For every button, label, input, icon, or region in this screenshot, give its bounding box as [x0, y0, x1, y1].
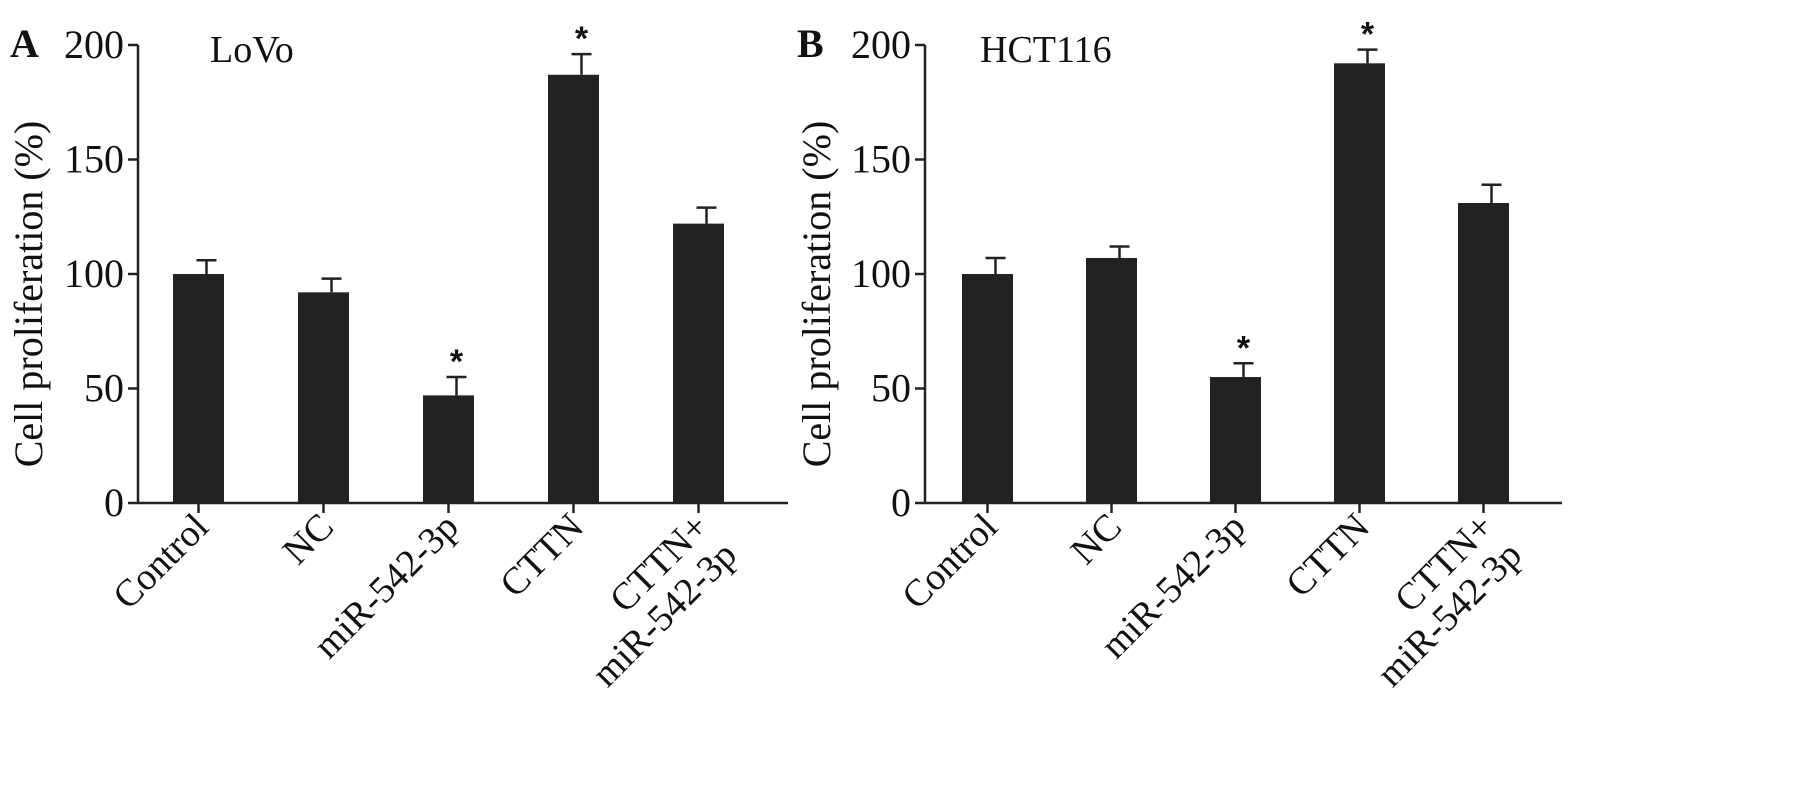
x-tick-label: CTTN — [492, 506, 592, 606]
bar — [173, 274, 224, 503]
y-tick-label: 0 — [891, 480, 911, 525]
bar — [1458, 203, 1509, 503]
significance-marker: * — [450, 343, 464, 381]
bar — [423, 395, 474, 503]
significance-marker: * — [575, 20, 589, 58]
bar — [673, 223, 724, 503]
y-tick-label: 0 — [104, 480, 124, 525]
y-axis-title: Cell proliferation (%) — [794, 121, 839, 468]
bar — [962, 274, 1013, 503]
panel-letter: A — [10, 21, 39, 66]
x-tick-label: NC — [1063, 506, 1130, 573]
cell-line-label: LoVo — [210, 29, 294, 71]
y-tick-label: 150 — [851, 137, 911, 182]
x-tick-label-line: CTTN — [1278, 506, 1378, 606]
panel-a: A LoVo Cell proliferation (%) 0 50 100 150 200 C… — [6, 20, 788, 695]
y-tick-label: 200 — [851, 22, 911, 67]
bar — [298, 292, 349, 503]
x-tick-label-line: NC — [275, 506, 342, 573]
x-tick-label: CTTN — [1278, 506, 1378, 606]
x-tick-label: NC — [275, 506, 342, 573]
x-tick-label-line: NC — [1063, 506, 1130, 573]
y-tick-label: 100 — [64, 251, 124, 296]
significance-marker: * — [1237, 329, 1251, 367]
bar — [1334, 63, 1385, 503]
y-tick-label: 50 — [871, 366, 911, 411]
panel-b: B HCT116 Cell proliferation (%) 0 50 100 150 20… — [794, 16, 1562, 695]
bar — [548, 74, 599, 504]
y-tick-label: 100 — [851, 251, 911, 296]
y-tick-label: 50 — [84, 366, 124, 411]
panel-letter: B — [797, 21, 824, 66]
x-tick-label-line: CTTN — [492, 506, 592, 606]
y-axis-title: Cell proliferation (%) — [6, 121, 51, 468]
bar — [1086, 257, 1137, 503]
bar — [1210, 377, 1261, 503]
y-tick-label: 150 — [64, 137, 124, 182]
significance-marker: * — [1361, 16, 1375, 54]
cell-line-label: HCT116 — [980, 29, 1112, 71]
y-tick-label: 200 — [64, 22, 124, 67]
